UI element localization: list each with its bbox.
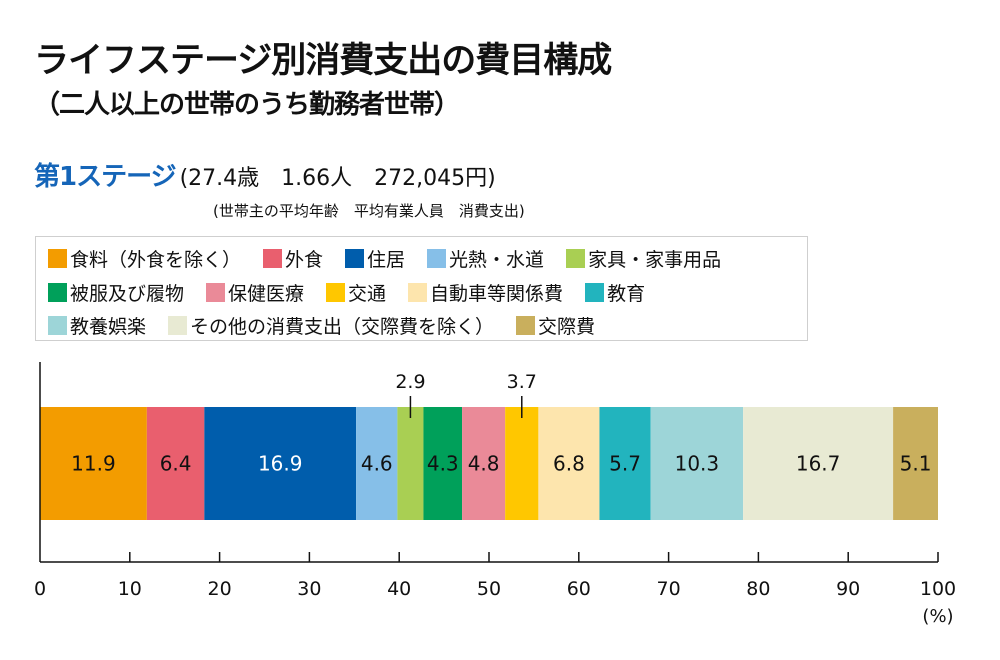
legend-label: 保健医療 <box>228 283 305 305</box>
bar-segment <box>423 407 463 520</box>
legend-label: 住居 <box>367 249 406 271</box>
legend-label: 家具・家事用品 <box>588 249 722 271</box>
legend-item: 外食 <box>263 245 323 272</box>
bar-segment <box>650 407 744 520</box>
data-label: 5.1 <box>900 452 932 476</box>
data-label: 16.9 <box>258 452 303 476</box>
bar-segment <box>146 407 205 520</box>
legend-label: 自動車等関係費 <box>430 283 564 305</box>
legend-swatch <box>408 283 428 302</box>
legend-row: 被服及び履物 保健医療 交通 自動車等関係費 教育 <box>48 279 667 307</box>
x-tick-label: 20 <box>208 578 232 600</box>
data-label: 4.6 <box>361 452 393 476</box>
legend-item: 教養娯楽 <box>48 312 146 339</box>
bar-segment <box>204 407 357 520</box>
x-tick-label: 80 <box>746 578 770 600</box>
legend-label: 被服及び履物 <box>70 283 185 305</box>
stage-caption: (世帯主の平均年齢 平均有業人員 消費支出) <box>213 202 525 220</box>
x-tick-label: 70 <box>657 578 681 600</box>
x-tick-label: 50 <box>477 578 501 600</box>
legend-item: 教育 <box>585 279 645 306</box>
data-label: 16.7 <box>796 452 841 476</box>
legend-row: 教養娯楽 その他の消費支出（交際費を除く） 交際費 <box>48 312 617 340</box>
x-axis-unit-label: (%) <box>922 606 953 627</box>
chart-subtitle: （二人以上の世帯のうち勤務者世帯） <box>34 90 460 120</box>
legend-swatch <box>168 316 188 335</box>
stage-name: 第1ステージ <box>34 162 177 192</box>
data-label: 6.4 <box>160 452 192 476</box>
x-tick-label: 40 <box>387 578 411 600</box>
legend-item: 自動車等関係費 <box>408 279 563 306</box>
legend-item: 住居 <box>345 245 405 272</box>
data-label: 4.8 <box>468 452 500 476</box>
data-label: 3.7 <box>507 371 537 393</box>
legend-label: 交際費 <box>538 316 596 338</box>
x-tick-label: 90 <box>836 578 860 600</box>
x-tick-label: 0 <box>34 578 46 600</box>
data-label: 11.9 <box>71 452 116 476</box>
legend: 食料（外食を除く） 外食 住居 光熱・水道 家具・家事用品被服及び履物 保健医療 交通 自動車… <box>35 236 808 341</box>
bar-segment <box>743 407 894 520</box>
legend-swatch <box>48 283 67 302</box>
legend-swatch <box>206 283 226 302</box>
legend-item: 家具・家事用品 <box>566 245 721 272</box>
x-tick-label: 100 <box>920 578 956 600</box>
legend-label: 外食 <box>285 249 324 271</box>
stage-header: 第1ステージ (27.4歳 1.66人 272,045円) <box>34 156 496 193</box>
legend-label: 教育 <box>607 283 646 305</box>
bar-segment <box>538 407 600 520</box>
legend-swatch <box>585 283 605 302</box>
bar-segment <box>505 407 539 520</box>
legend-label: 教養娯楽 <box>70 316 147 338</box>
x-tick-label: 10 <box>118 578 142 600</box>
legend-item: 交通 <box>326 279 386 306</box>
legend-item: 光熱・水道 <box>427 245 544 272</box>
bar-segment <box>893 407 938 520</box>
legend-swatch <box>326 283 346 302</box>
data-label: 4.3 <box>427 452 459 476</box>
legend-item: 食料（外食を除く） <box>48 245 241 272</box>
legend-label: 交通 <box>348 283 387 305</box>
legend-label: 光熱・水道 <box>449 249 545 271</box>
x-tick-label: 60 <box>567 578 591 600</box>
legend-item: 保健医療 <box>206 279 304 306</box>
data-label: 2.9 <box>395 371 425 393</box>
legend-swatch <box>345 249 365 268</box>
legend-item: 被服及び履物 <box>48 279 184 306</box>
stage-values: (27.4歳 1.66人 272,045円) <box>179 166 496 191</box>
legend-swatch <box>427 249 447 268</box>
legend-swatch <box>48 249 67 268</box>
chart-title: ライフステージ別消費支出の費目構成 <box>34 41 612 81</box>
legend-swatch <box>516 316 536 335</box>
bar-segment <box>599 407 651 520</box>
legend-label: その他の消費支出（交際費を除く） <box>190 316 495 338</box>
legend-row: 食料（外食を除く） 外食 住居 光熱・水道 家具・家事用品 <box>48 245 743 273</box>
legend-swatch <box>48 316 67 335</box>
legend-swatch <box>263 249 283 268</box>
data-label: 6.8 <box>553 452 585 476</box>
data-label: 10.3 <box>675 452 720 476</box>
bar-segment <box>462 407 506 520</box>
bar-segment <box>397 407 424 520</box>
legend-swatch <box>566 249 586 268</box>
bar-segment <box>40 407 147 520</box>
legend-item: 交際費 <box>516 312 595 339</box>
x-tick-label: 30 <box>297 578 321 600</box>
legend-item: その他の消費支出（交際費を除く） <box>168 312 494 339</box>
legend-label: 食料（外食を除く） <box>70 249 242 271</box>
bar-segment <box>356 407 398 520</box>
data-label: 5.7 <box>609 452 641 476</box>
